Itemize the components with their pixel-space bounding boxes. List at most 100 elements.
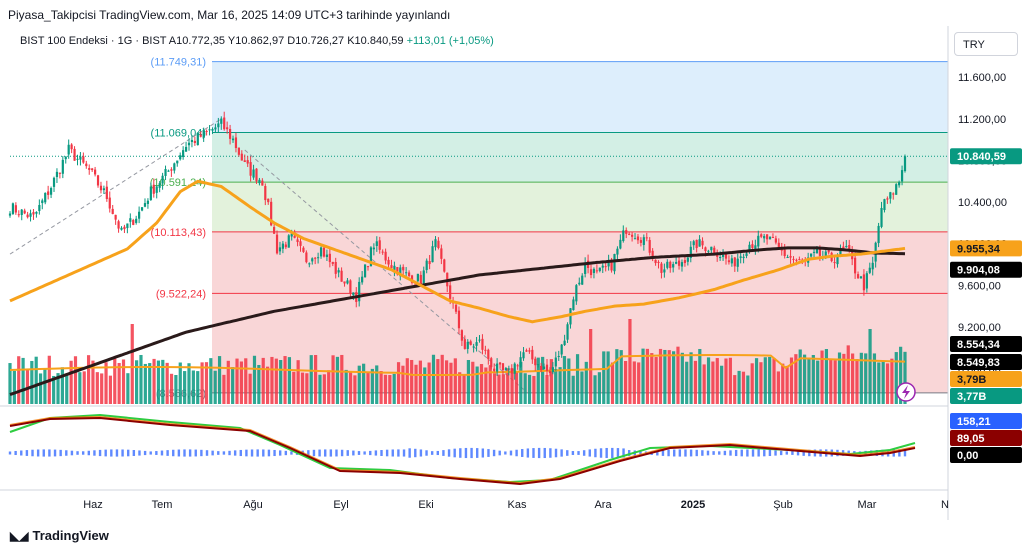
candle-body: [575, 285, 578, 302]
volume-bar: [641, 348, 645, 404]
fib-zone: [212, 61, 948, 133]
candle: [384, 248, 387, 265]
volume-bar: [541, 356, 545, 404]
candle-body: [651, 250, 654, 259]
volume-tag-3[interactable]: 3,77B: [950, 388, 1022, 404]
candle-body: [710, 246, 713, 251]
trend-line[interactable]: [244, 149, 524, 390]
candle: [299, 237, 302, 252]
volume-bar: [348, 371, 353, 404]
volume-bar: [431, 354, 436, 404]
last-price-tag-bg: [950, 148, 1022, 165]
histogram-bar: [188, 449, 192, 457]
ma-orange-tag[interactable]: 9.955,34: [950, 240, 1022, 257]
candle-body: [719, 256, 722, 259]
volume-bar: [327, 370, 331, 404]
time-axis[interactable]: Haz Tem Ağu Eyl Eki Kas Ara 2025 Şub Mar N: [83, 499, 949, 511]
candle: [507, 365, 510, 376]
volume-tag-1[interactable]: 8.554,34: [950, 336, 1022, 352]
volume-bar: [789, 357, 794, 404]
candle: [434, 236, 437, 251]
ma-black-tag[interactable]: 9.904,08: [950, 261, 1022, 278]
volume-bar: [693, 360, 698, 404]
histogram-bar: [543, 447, 546, 459]
ma-black-tag-bg: [950, 261, 1022, 278]
histogram-bar: [627, 450, 631, 456]
candle-body: [748, 244, 751, 253]
volume-bar: [663, 349, 667, 404]
candle: [76, 154, 79, 166]
last-price-tag[interactable]: 10.840,59: [950, 148, 1022, 165]
candle-body: [510, 368, 513, 374]
histogram-bar: [684, 449, 687, 457]
candle: [584, 257, 587, 278]
chart-frame[interactable]: (11.749,31)(11.069,04)(10.591,24)(10.113…: [0, 26, 1032, 524]
histogram-bar: [48, 449, 51, 457]
osc-tag-1[interactable]: 158,21: [950, 413, 1022, 429]
candle: [237, 147, 240, 157]
histogram-bar: [110, 449, 113, 457]
volume-bar: [213, 370, 217, 404]
candle-body: [82, 156, 85, 163]
fibonacci-retracement[interactable]: (11.749,31)(11.069,04)(10.591,24)(10.113…: [150, 57, 948, 400]
volume-bar: [331, 355, 335, 404]
candle-body: [38, 204, 41, 211]
histogram-bar: [582, 450, 586, 456]
candle-body: [856, 274, 860, 279]
candle: [862, 269, 866, 296]
candle-body: [434, 239, 437, 248]
candle: [475, 336, 478, 352]
candle-body: [551, 367, 554, 373]
candle-body: [419, 274, 422, 285]
candle-body: [208, 129, 211, 131]
candle: [900, 165, 904, 186]
volume-ma-tag[interactable]: 3,79B: [950, 371, 1022, 387]
volume-bar: [672, 351, 676, 404]
volume-bar: [204, 362, 209, 404]
histogram-bar: [239, 449, 242, 457]
osc-tag-3[interactable]: 0,00: [950, 447, 1022, 463]
osc-tag-2[interactable]: 89,05: [950, 430, 1022, 446]
candle-body: [504, 368, 508, 371]
candle-body: [105, 186, 108, 199]
candle-body: [267, 198, 270, 203]
currency-selector[interactable]: TRY: [954, 32, 1018, 56]
candle: [516, 363, 519, 370]
candle-body: [812, 251, 816, 253]
volume-bar: [95, 372, 99, 404]
volume-bar: [270, 356, 274, 404]
candle-body: [581, 275, 584, 285]
close-value: K10.840,59: [347, 35, 404, 47]
volume-bar: [816, 360, 820, 404]
candle-body: [302, 247, 305, 252]
symbol-name[interactable]: BIST 100 Endeksi · 1G · BIST: [20, 35, 167, 47]
volume-bar: [471, 361, 475, 404]
candle: [275, 230, 279, 255]
candle: [114, 214, 117, 225]
candle-body: [589, 269, 593, 276]
candle: [255, 168, 258, 184]
histogram-bar: [59, 449, 62, 457]
candle: [686, 256, 689, 266]
price-axis[interactable]: 11.600,0011.200,0010.800,0010.400,0010.0…: [896, 26, 1022, 520]
volume-tag-2[interactable]: 8.549,83: [950, 354, 1022, 370]
candle-body: [393, 265, 396, 271]
histogram-bar: [217, 451, 220, 455]
candle-body: [425, 260, 428, 271]
candle-body: [184, 146, 188, 152]
candle: [161, 172, 164, 190]
candle-body: [387, 259, 390, 265]
candle: [44, 192, 47, 205]
candle: [510, 364, 513, 374]
trend-lines[interactable]: [9, 118, 948, 390]
lightning-icon[interactable]: [896, 382, 916, 402]
candle-body: [182, 150, 185, 158]
histogram-bar: [740, 449, 743, 457]
candle: [337, 267, 340, 278]
candle-body: [240, 153, 243, 161]
volume-bar: [322, 374, 326, 404]
histogram-bar: [132, 450, 136, 456]
brand-name: TradingView: [32, 528, 109, 543]
candle-body: [572, 299, 575, 311]
histogram-bar: [768, 449, 772, 457]
